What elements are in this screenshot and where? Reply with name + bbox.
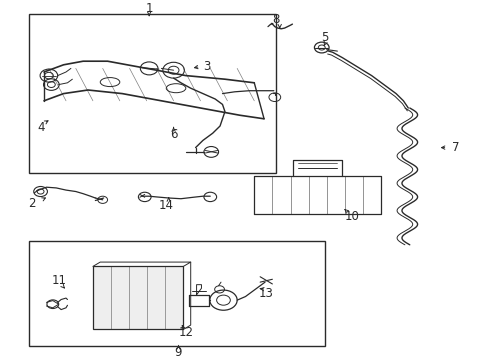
Bar: [29, 14, 276, 173]
Text: 6: 6: [169, 129, 177, 141]
Text: 10: 10: [344, 210, 359, 222]
Text: 5: 5: [321, 31, 328, 44]
Text: 13: 13: [259, 287, 273, 300]
Text: 2: 2: [28, 197, 36, 210]
Text: 1: 1: [145, 3, 153, 15]
Text: 8: 8: [272, 13, 280, 26]
Text: 14: 14: [159, 199, 173, 212]
Text: 4: 4: [38, 121, 45, 134]
Text: 3: 3: [203, 60, 210, 73]
Text: 9: 9: [174, 346, 182, 359]
Text: 12: 12: [178, 327, 193, 339]
Bar: [93, 266, 183, 329]
Bar: [29, 241, 325, 346]
Text: 11: 11: [51, 274, 66, 287]
Text: 7: 7: [451, 141, 459, 154]
